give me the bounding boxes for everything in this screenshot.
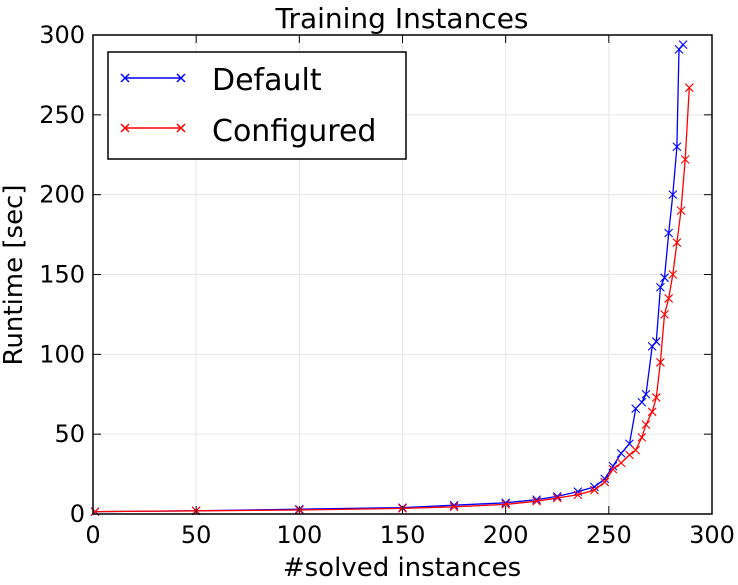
data-point-configured	[664, 294, 674, 303]
data-point-default	[600, 474, 610, 484]
x-axis-ticks: 0 50 100 150 200 250 300	[85, 35, 735, 549]
data-point-default	[656, 282, 665, 292]
x-tick-label: 50	[181, 521, 212, 549]
x-tick-label: 100	[276, 521, 322, 549]
x-tick-label: 300	[689, 521, 735, 549]
y-tick-label: 100	[39, 340, 85, 368]
data-point-configured	[656, 357, 665, 367]
data-point-configured	[449, 502, 459, 512]
data-point-default	[449, 500, 459, 510]
data-point-default	[660, 273, 669, 283]
y-tick-label: 300	[39, 21, 85, 49]
data-point-default	[641, 389, 651, 399]
data-point-default	[637, 397, 647, 407]
data-point-configured	[590, 485, 599, 495]
x-tick-label: 150	[380, 521, 426, 549]
legend: Default Configured	[107, 51, 407, 160]
legend-label-default: Default	[212, 63, 322, 98]
data-point-configured	[641, 420, 651, 429]
y-tick-label: 150	[39, 261, 85, 289]
data-point-default	[664, 228, 674, 238]
x-tick-label: 200	[483, 521, 529, 549]
data-point-configured	[625, 450, 634, 460]
legend-label-configured: Configured	[212, 114, 376, 149]
y-tick-label: 250	[39, 101, 85, 129]
data-point-default	[532, 495, 542, 505]
data-point-configured	[608, 464, 618, 474]
legend-marker-configured-start	[120, 123, 130, 133]
data-point-configured	[647, 407, 657, 417]
data-point-default	[501, 498, 511, 508]
data-point-configured	[660, 310, 669, 319]
data-point-default	[672, 142, 682, 152]
x-tick-label: 0	[85, 521, 100, 549]
data-point-configured	[676, 206, 686, 216]
data-point-configured	[532, 496, 542, 506]
y-axis-label: Runtime [sec]	[0, 185, 29, 366]
series-line-default	[95, 44, 684, 513]
data-point-configured	[600, 477, 610, 487]
data-point-default	[608, 461, 618, 471]
chart-title: Training Instances	[274, 2, 528, 35]
data-point-configured	[573, 490, 583, 500]
x-axis-label: #solved instances	[283, 553, 521, 583]
data-point-default	[651, 337, 661, 346]
data-point-default	[668, 190, 678, 200]
data-point-configured	[651, 393, 661, 402]
y-axis-ticks: 0 50 100 150 200 250 300	[39, 21, 712, 528]
data-point-configured	[631, 445, 641, 455]
legend-frame	[107, 51, 407, 160]
legend-marker-configured-end	[176, 123, 186, 133]
data-point-default	[552, 492, 562, 501]
data-point-default	[616, 448, 626, 458]
y-tick-label: 0	[70, 500, 85, 528]
y-tick-label: 50	[54, 420, 85, 448]
data-point-configured	[616, 458, 626, 468]
series-configured	[90, 83, 694, 516]
data-point-configured	[680, 155, 690, 164]
series-layer	[90, 40, 694, 516]
data-point-configured	[672, 238, 682, 247]
data-point-configured	[552, 493, 562, 503]
x-tick-label: 250	[586, 521, 632, 549]
data-point-configured	[684, 83, 694, 93]
data-point-configured	[501, 500, 511, 509]
legend-marker-default-end	[176, 73, 186, 83]
legend-marker-default-start	[120, 73, 130, 83]
data-point-configured	[668, 270, 678, 279]
y-tick-label: 200	[39, 181, 85, 209]
data-point-default	[590, 482, 599, 492]
data-point-default	[678, 40, 688, 49]
data-point-configured	[637, 432, 647, 442]
